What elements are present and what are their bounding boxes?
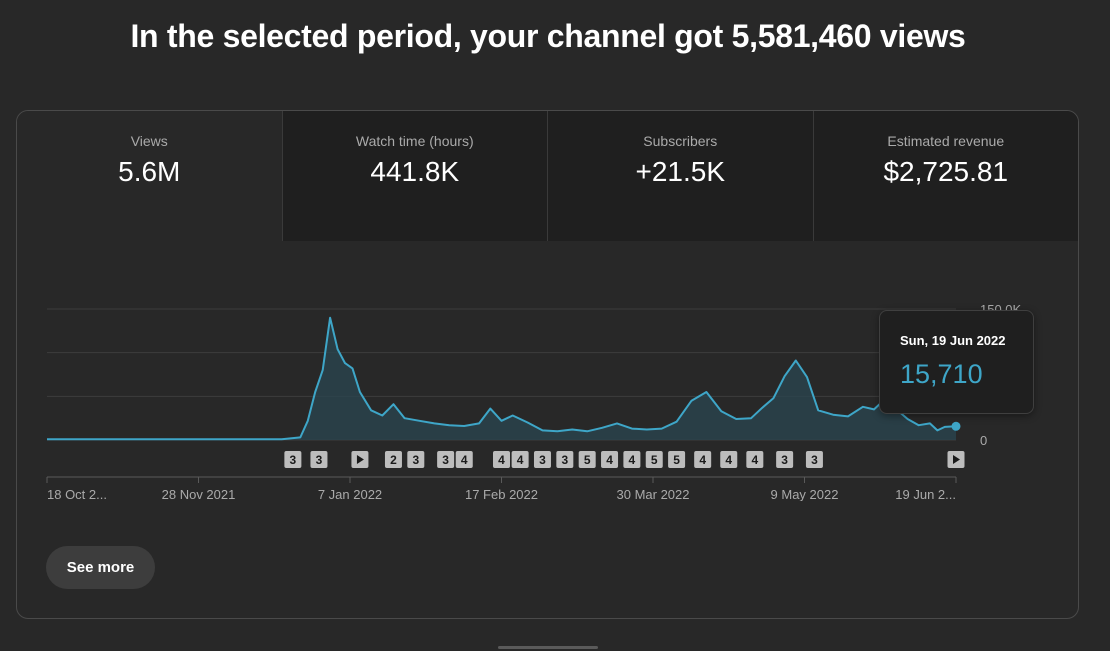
views-area: [47, 317, 956, 440]
event-marker-label: 4: [517, 453, 524, 467]
x-tick-label: 19 Jun 2...: [895, 487, 956, 501]
x-tick-label: 17 Feb 2022: [465, 487, 538, 501]
event-marker: [437, 451, 455, 468]
event-marker: [776, 451, 794, 468]
event-marker-label: 4: [725, 453, 732, 467]
event-marker-label: 3: [561, 453, 568, 467]
tab-watch-time-value: 441.8K: [370, 156, 460, 187]
event-marker: [668, 451, 686, 468]
tab-views-label: Views: [130, 133, 168, 149]
tab-subscribers-label: Subscribers: [643, 133, 718, 149]
event-marker-label: 3: [442, 453, 449, 467]
tooltip-date: Sun, 19 Jun 2022: [900, 333, 1006, 348]
y-tick-label: 0: [980, 433, 987, 448]
event-marker: [493, 451, 510, 468]
event-marker-label: 4: [461, 453, 468, 467]
x-tick-label: 18 Oct 2...: [47, 487, 107, 501]
event-marker-label: 5: [651, 453, 658, 467]
event-marker: [455, 451, 473, 468]
see-more-button[interactable]: See more: [46, 546, 155, 589]
event-marker-label: 3: [539, 453, 546, 467]
x-tick-label: 28 Nov 2021: [162, 487, 236, 501]
event-marker-label: 5: [673, 453, 680, 467]
event-marker: [310, 451, 328, 468]
event-marker-label: 2: [390, 453, 397, 467]
tab-views[interactable]: Views 5.6M: [17, 111, 282, 241]
event-marker: [556, 451, 574, 468]
tab-watch-time-label: Watch time (hours): [355, 133, 474, 149]
scroll-handle[interactable]: [498, 646, 598, 649]
highlight-point: [951, 421, 961, 431]
views-line: [47, 316, 957, 441]
analytics-card: Views 5.6M Watch time (hours) 441.8K Sub…: [16, 110, 1079, 619]
event-marker: [533, 451, 551, 468]
tab-watch-time[interactable]: Watch time (hours) 441.8K: [281, 111, 547, 241]
event-marker-label: 4: [699, 453, 706, 467]
event-marker: [645, 451, 663, 468]
play-icon: [356, 455, 364, 464]
event-marker: [805, 451, 823, 468]
play-icon: [953, 455, 960, 464]
event-marker-label: 3: [811, 453, 818, 467]
page-headline: In the selected period, your channel got…: [130, 18, 966, 54]
event-marker: [694, 451, 712, 468]
event-marker-label: 5: [584, 453, 591, 467]
tab-revenue-value: $2,725.81: [883, 156, 1009, 187]
x-tick-label: 9 May 2022: [771, 487, 839, 501]
tab-estimated-revenue[interactable]: Estimated revenue $2,725.81: [812, 111, 1078, 241]
event-marker-label: 3: [316, 453, 323, 467]
event-marker: [601, 451, 619, 468]
event-marker: [578, 451, 596, 468]
tooltip-value: 15,710: [900, 359, 983, 389]
event-marker-label: 4: [498, 453, 505, 467]
event-marker-label: 4: [606, 453, 613, 467]
tab-views-value: 5.6M: [118, 156, 181, 187]
event-marker: [720, 451, 738, 468]
event-marker-label: 4: [751, 453, 758, 467]
event-marker: [407, 451, 425, 468]
x-tick-label: 30 Mar 2022: [617, 487, 690, 501]
event-marker: [623, 451, 641, 468]
event-marker: [284, 451, 302, 468]
event-marker-label: 4: [629, 453, 636, 467]
x-tick-label: 7 Jan 2022: [318, 487, 382, 501]
event-marker: [746, 451, 764, 468]
event-marker: [511, 451, 529, 468]
tab-subscribers-value: +21.5K: [635, 156, 726, 187]
event-marker: [384, 451, 402, 468]
event-marker-label: 3: [781, 453, 788, 467]
tab-subscribers[interactable]: Subscribers +21.5K: [547, 111, 813, 241]
chart-tooltip: Sun, 19 Jun 2022 15,710: [879, 310, 1034, 414]
event-marker-label: 3: [412, 453, 419, 467]
event-marker-label: 3: [290, 453, 297, 467]
metric-tabs: Views 5.6M Watch time (hours) 441.8K Sub…: [17, 111, 1078, 241]
tab-revenue-label: Estimated revenue: [887, 133, 1005, 149]
